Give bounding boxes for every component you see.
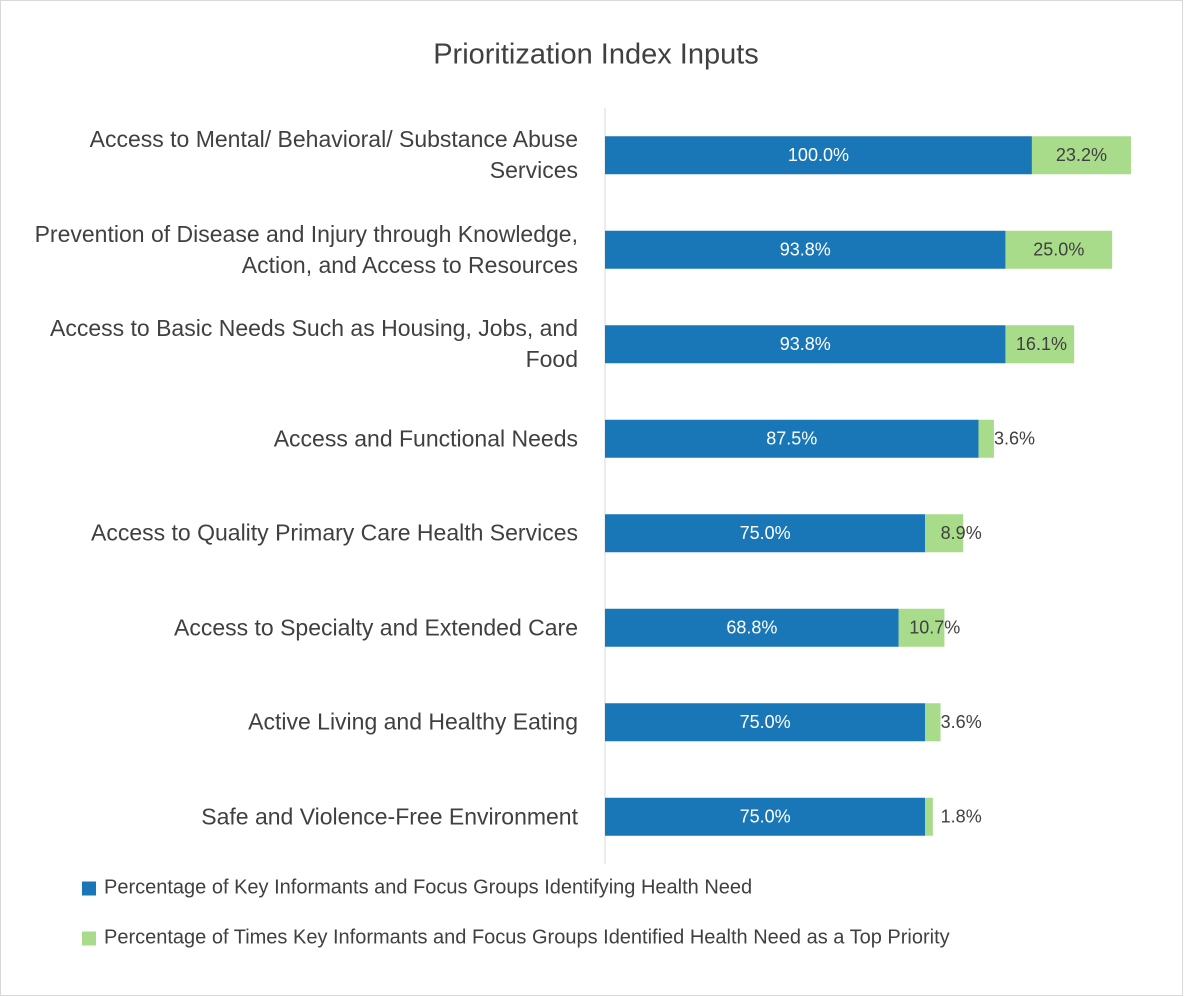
data-label: 75.0%: [740, 712, 791, 732]
bar-segment: [605, 136, 1032, 175]
legend-swatch: [82, 881, 96, 895]
data-label: 3.6%: [994, 429, 1035, 449]
data-label: 10.7%: [909, 618, 960, 638]
data-label: 8.9%: [941, 523, 982, 543]
bar-segment: [605, 703, 926, 742]
bar-segment: [925, 797, 933, 836]
bar-segment: [605, 797, 926, 836]
bar-segment: [1031, 136, 1131, 175]
data-label: 3.6%: [941, 712, 982, 732]
y-tick-label: Safe and Violence-Free Environment: [201, 803, 578, 830]
data-label: 23.2%: [1056, 145, 1107, 165]
data-label: 87.5%: [766, 429, 817, 449]
data-label: 93.8%: [780, 334, 831, 354]
y-tick-label: Access to Mental/ Behavioral/ Substance …: [89, 126, 578, 184]
legend-label: Percentage of Key Informants and Focus G…: [104, 876, 753, 899]
legend-item: Percentage of Times Key Informants and F…: [82, 927, 950, 950]
y-tick-label: Access to Specialty and Extended Care: [173, 614, 578, 641]
bar-segment: [978, 419, 994, 458]
data-label: 1.8%: [941, 807, 982, 827]
y-tick-label: Prevention of Disease and Injury through…: [34, 220, 578, 278]
bar-segment: [898, 608, 945, 647]
data-label: 93.8%: [780, 240, 831, 260]
y-tick-label: Access to Basic Needs Such as Housing, J…: [49, 315, 578, 373]
legend-label: Percentage of Times Key Informants and F…: [104, 926, 950, 949]
data-label: 68.8%: [726, 618, 777, 638]
bar-segment: [925, 703, 941, 742]
bar-segment: [1005, 230, 1113, 269]
legend-swatch: [82, 931, 96, 945]
bar-segment: [605, 325, 1006, 364]
y-tick-label: Access to Quality Primary Care Health Se…: [91, 519, 578, 546]
data-label: 100.0%: [788, 145, 849, 165]
bar-segment: [1005, 325, 1075, 364]
data-label: 25.0%: [1033, 240, 1084, 260]
legend-item: Percentage of Key Informants and Focus G…: [82, 877, 752, 900]
y-tick-label: Access and Functional Needs: [273, 425, 578, 452]
data-label: 75.0%: [740, 523, 791, 543]
data-label: 16.1%: [1016, 334, 1067, 354]
bar-segment: [605, 514, 926, 553]
bar-segment: [605, 608, 899, 647]
bar-segment: [925, 514, 964, 553]
data-label: 75.0%: [740, 807, 791, 827]
bar-segment: [605, 419, 979, 458]
bar-segment: [605, 230, 1006, 269]
y-tick-label: Active Living and Healthy Eating: [248, 708, 578, 735]
chart-title: Prioritization Index Inputs: [433, 39, 759, 71]
